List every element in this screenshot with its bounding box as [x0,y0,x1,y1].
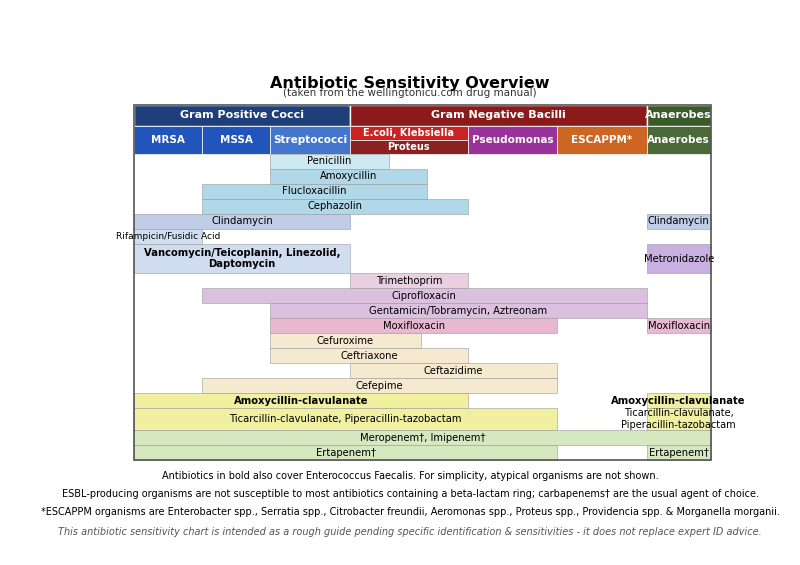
Text: Antibiotic Sensitivity Overview: Antibiotic Sensitivity Overview [270,76,550,90]
Bar [202,378,558,393]
Bar [134,408,558,431]
Text: Ertapenem†: Ertapenem† [649,448,709,458]
Text: Amoxycillin: Amoxycillin [320,171,377,181]
Bar [270,169,426,184]
Bar [270,348,468,363]
Text: Streptococci: Streptococci [273,135,347,145]
Bar [468,125,558,154]
Bar [350,140,468,154]
Bar [134,105,350,125]
Text: Vancomycin/Teicoplanin, Linezolid,
Daptomycin: Vancomycin/Teicoplanin, Linezolid, Dapto… [144,247,340,270]
Bar [646,393,710,408]
Bar [350,105,646,125]
Bar [202,199,468,214]
Bar [646,105,710,125]
Text: ESBL-producing organisms are not susceptible to most antibiotics containing a be: ESBL-producing organisms are not suscept… [62,489,758,499]
Text: Cefuroxime: Cefuroxime [317,336,374,346]
Bar [202,289,646,303]
Bar [270,154,389,169]
Text: Anaerobes: Anaerobes [646,110,712,120]
Bar [350,363,558,378]
Bar [134,431,710,445]
Text: Ticarcillin-clavulanate, Piperacillin-tazobactam: Ticarcillin-clavulanate, Piperacillin-ta… [230,414,462,424]
Bar [134,125,202,154]
Bar [202,184,426,199]
Bar [202,125,270,154]
Text: Amoxycillin-clavulanate: Amoxycillin-clavulanate [234,396,368,406]
Bar [134,445,558,460]
Text: (taken from the wellingtonicu.com drug manual): (taken from the wellingtonicu.com drug m… [283,88,537,98]
Text: Penicillin: Penicillin [307,157,352,167]
Text: Ticarcillin-clavulanate,
Piperacillin-tazobactam: Ticarcillin-clavulanate, Piperacillin-ta… [622,408,736,430]
Text: Ceftriaxone: Ceftriaxone [340,351,398,360]
Text: Gram Negative Bacilli: Gram Negative Bacilli [431,110,566,120]
Text: Anaerobes: Anaerobes [647,135,710,145]
Bar [646,125,710,154]
Bar [558,125,646,154]
Text: Cephazolin: Cephazolin [307,201,362,211]
Bar [134,214,350,229]
Text: Flucloxacillin: Flucloxacillin [282,186,346,196]
Text: Metronidazole: Metronidazole [643,254,714,263]
Bar [646,214,710,229]
Bar [646,408,710,431]
Text: Ciprofloxacin: Ciprofloxacin [392,291,457,301]
Text: Cefepime: Cefepime [356,381,403,390]
Text: Proteus: Proteus [387,142,430,152]
Bar [134,229,202,244]
Text: Trimethoprim: Trimethoprim [376,276,442,286]
Text: Ertapenem†: Ertapenem† [316,448,376,458]
Bar [646,318,710,333]
Text: MRSA: MRSA [151,135,185,145]
Text: This antibiotic sensitivity chart is intended as a rough guide pending specific : This antibiotic sensitivity chart is int… [58,527,762,537]
Text: Ceftazidime: Ceftazidime [424,366,483,376]
Bar [134,393,468,408]
Bar [270,125,350,154]
Bar [646,244,710,273]
Bar [270,333,421,348]
Text: ESCAPPM*: ESCAPPM* [571,135,633,145]
Bar [134,244,350,273]
Text: Gram Positive Cocci: Gram Positive Cocci [180,110,304,120]
Text: Gentamicin/Tobramycin, Aztreonam: Gentamicin/Tobramycin, Aztreonam [370,306,547,316]
Text: Moxifloxacin: Moxifloxacin [382,321,445,331]
Text: Pseudomonas: Pseudomonas [472,135,554,145]
Bar [270,318,558,333]
Text: Rifampicin/Fusidic Acid: Rifampicin/Fusidic Acid [116,232,220,241]
Bar [646,445,710,460]
Text: Meropenem†, Imipenem†: Meropenem†, Imipenem† [360,433,485,443]
Text: Moxifloxacin: Moxifloxacin [648,321,710,331]
Text: Antibiotics in bold also cover Enterococcus Faecalis. For simplicity, atypical o: Antibiotics in bold also cover Enterococ… [162,471,658,481]
Text: MSSA: MSSA [220,135,253,145]
Bar [270,303,646,318]
Text: Clindamycin: Clindamycin [211,216,273,226]
Bar [350,273,468,289]
Text: Clindamycin: Clindamycin [648,216,710,226]
Bar [134,105,710,460]
Text: *ESCAPPM organisms are Enterobacter spp., Serratia spp., Citrobacter freundii, A: *ESCAPPM organisms are Enterobacter spp.… [41,507,779,517]
Text: E.coli, Klebsiella: E.coli, Klebsiella [363,128,454,138]
Bar [350,125,468,140]
Text: Amoxycillin-clavulanate: Amoxycillin-clavulanate [611,396,746,406]
